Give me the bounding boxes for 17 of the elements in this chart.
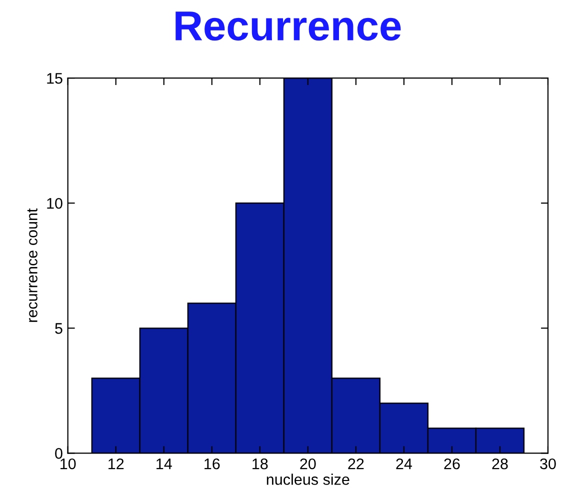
x-tick-label: 30 xyxy=(540,458,556,470)
x-tick-label: 18 xyxy=(252,458,268,470)
y-tick-label: 0 xyxy=(55,448,62,459)
x-tick-label: 20 xyxy=(300,458,316,470)
x-tick-label: 16 xyxy=(204,458,220,470)
x-tick-label: 24 xyxy=(396,458,412,470)
y-axis-title: recurrence count xyxy=(27,208,38,322)
x-tick-label: 26 xyxy=(444,458,460,470)
x-tick-label: 22 xyxy=(348,458,364,470)
y-tick-label: 10 xyxy=(47,198,62,209)
x-tick-label: 12 xyxy=(108,458,124,470)
x-tick-label: 14 xyxy=(156,458,172,470)
chart-title: Recurrence xyxy=(176,12,401,41)
x-tick-label: 28 xyxy=(492,458,508,470)
x-axis-title: nucleus size xyxy=(266,474,350,485)
y-tick-label: 15 xyxy=(47,73,62,84)
y-tick-label: 5 xyxy=(55,323,62,334)
